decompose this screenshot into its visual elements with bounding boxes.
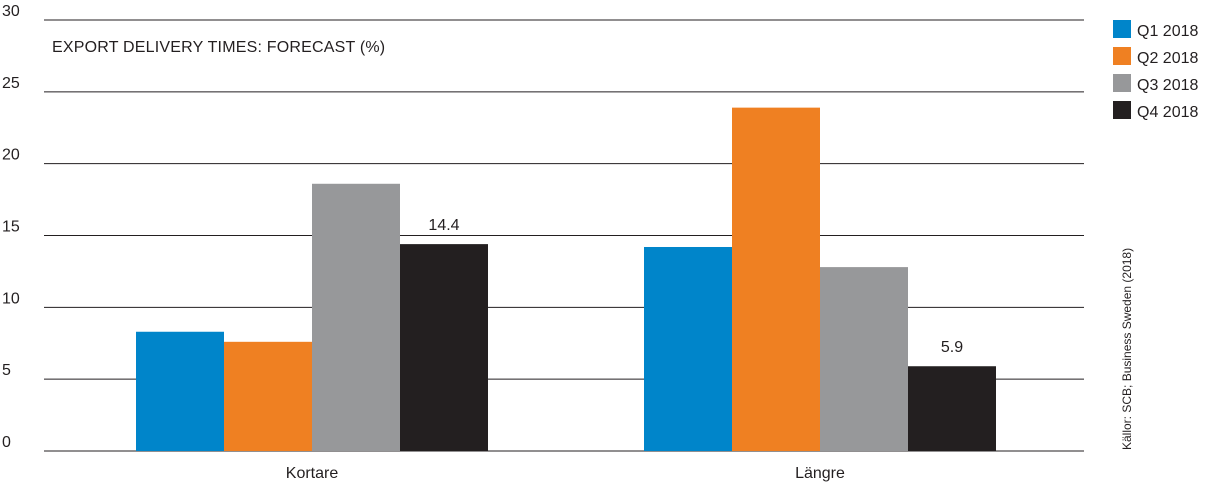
legend-swatch xyxy=(1113,74,1131,92)
legend-label: Q1 2018 xyxy=(1137,23,1198,40)
legend-label: Q4 2018 xyxy=(1137,104,1198,121)
bar xyxy=(820,267,908,451)
bar xyxy=(908,366,996,451)
legend-swatch xyxy=(1113,20,1131,38)
data-labels: 14.4 5.9 xyxy=(428,217,963,356)
bar xyxy=(400,244,488,451)
y-tick-label: 25 xyxy=(2,75,20,92)
bar xyxy=(312,183,400,451)
y-tick-label: 15 xyxy=(2,219,20,236)
y-tick-label: 30 xyxy=(2,3,20,20)
bar xyxy=(136,331,224,451)
y-axis-ticks: 0 5 10 15 20 25 30 xyxy=(2,3,20,451)
y-tick-label: 0 xyxy=(2,434,11,451)
x-category-label: Kortare xyxy=(286,465,339,482)
legend-label: Q2 2018 xyxy=(1137,50,1198,67)
chart-title: EXPORT DELIVERY TIMES: FORECAST (%) xyxy=(52,39,385,56)
bar xyxy=(644,246,732,451)
x-category-label: Längre xyxy=(795,465,845,482)
data-label: 14.4 xyxy=(428,217,459,234)
legend: Q1 2018 Q2 2018 Q3 2018 Q4 2018 xyxy=(1113,20,1198,121)
data-label: 5.9 xyxy=(941,339,963,356)
legend-swatch xyxy=(1113,101,1131,119)
y-tick-label: 5 xyxy=(2,362,11,379)
y-tick-label: 20 xyxy=(2,147,20,164)
bar xyxy=(224,341,312,451)
bar xyxy=(732,107,820,452)
legend-label: Q3 2018 xyxy=(1137,77,1198,94)
x-axis-categories: Kortare Längre xyxy=(286,465,845,482)
bars xyxy=(136,107,996,452)
y-tick-label: 10 xyxy=(2,290,20,307)
legend-swatch xyxy=(1113,47,1131,65)
source-note: Källor: SCB; Business Sweden (2018) xyxy=(1120,248,1134,450)
